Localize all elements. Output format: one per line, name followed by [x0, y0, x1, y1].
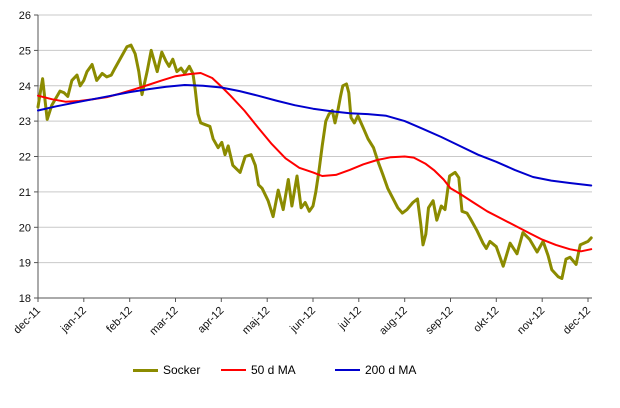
legend-swatch-50d-ma [221, 369, 246, 371]
x-tick-label: sep-12 [423, 305, 455, 337]
plot-area: 18 19 20 21 22 23 24 25 26 dec-11 jan-12 feb-12 mar-… [11, 10, 593, 338]
y-tick-label: 19 [19, 258, 31, 270]
y-tick-label: 21 [19, 187, 31, 199]
y-tick-label: 18 [19, 293, 31, 305]
legend-label-200d-ma: 200 d MA [365, 363, 417, 377]
x-tick-label: jan-12 [58, 305, 89, 336]
series-line-1 [37, 72, 593, 253]
x-tick-label: jul-12 [336, 305, 364, 333]
y-tick-label: 23 [19, 116, 31, 128]
legend-swatch-socker [133, 368, 158, 372]
x-tick-label: dec-11 [11, 305, 43, 337]
legend-item-50d-ma: 50 d MA [221, 363, 296, 377]
x-tick-label: okt-12 [471, 305, 501, 335]
x-tick-label: jun-12 [287, 305, 318, 336]
legend-label-socker: Socker [163, 363, 201, 377]
y-tick-label: 22 [19, 152, 31, 164]
x-tick-label: aug-12 [377, 305, 410, 338]
x-tick-label: dec-12 [561, 305, 593, 337]
legend-label-50d-ma: 50 d MA [251, 363, 296, 377]
x-tick-label: apr-12 [195, 305, 226, 336]
y-tick-label: 20 [19, 222, 31, 234]
y-tick-label: 26 [19, 10, 31, 22]
x-tick-label: feb-12 [104, 305, 135, 336]
y-tick-label: 24 [19, 81, 31, 93]
x-tick-label: mar-12 [147, 305, 180, 338]
series-line-0 [36, 43, 593, 280]
legend-swatch-200d-ma [335, 369, 360, 371]
x-tick-label: nov-12 [515, 305, 547, 337]
series-line-2 [37, 84, 593, 187]
legend-item-200d-ma: 200 d MA [335, 363, 416, 377]
legend-item-socker: Socker [133, 363, 200, 377]
y-tick-label: 25 [19, 45, 31, 57]
x-tick-label: maj-12 [240, 305, 272, 337]
